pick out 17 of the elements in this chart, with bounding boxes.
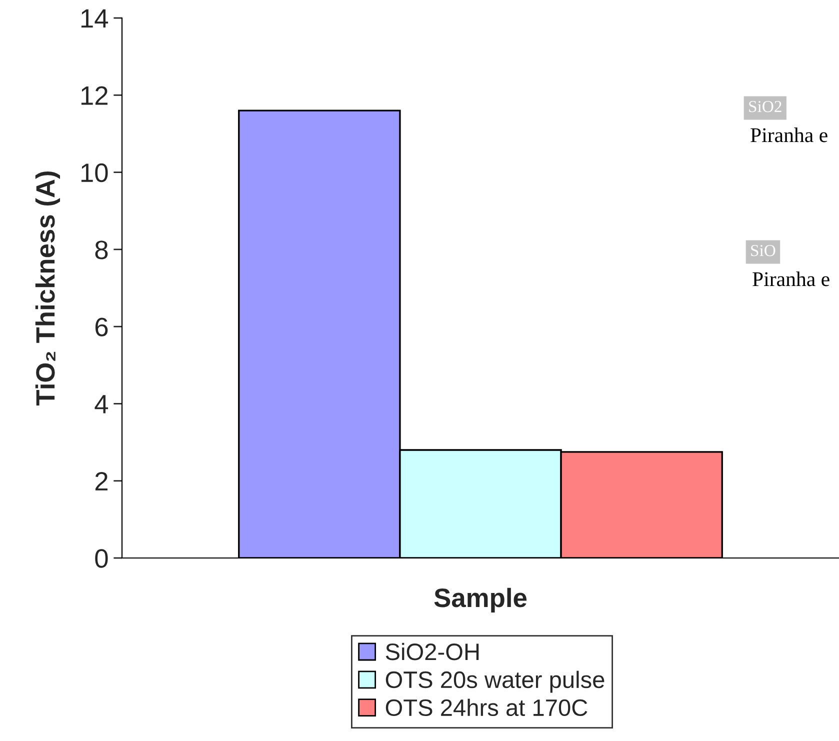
- legend-label: OTS 20s water pulse: [386, 670, 604, 693]
- y-axis-title: TiO₂ Thickness (A): [35, 172, 60, 406]
- annotation: Piranha e: [750, 128, 828, 142]
- y-tick-label: 14: [81, 9, 108, 28]
- annotation: SiO: [751, 244, 776, 256]
- y-tick-label: 0: [95, 549, 108, 568]
- y-tick-label: 4: [94, 395, 108, 414]
- y-tick-label: 12: [81, 86, 108, 105]
- y-tick-label: 8: [95, 240, 108, 260]
- y-tick-label: 6: [95, 318, 108, 336]
- annotation: Piranha e: [752, 272, 830, 286]
- legend-label: SiO2-OH: [386, 642, 479, 660]
- annotation: SiO2: [749, 100, 782, 112]
- y-tick-label: 10: [81, 163, 108, 182]
- legend-label: OTS 24hrs at 170C: [386, 698, 588, 716]
- y-tick-label: 2: [95, 472, 108, 490]
- x-axis-title: Sample: [434, 588, 527, 612]
